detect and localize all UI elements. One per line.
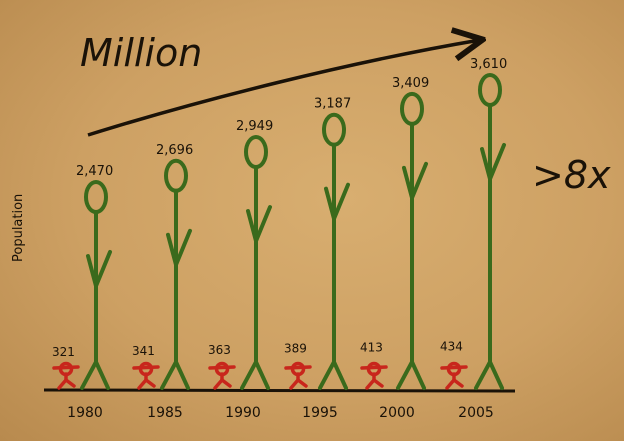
green-figure-legs — [318, 360, 348, 390]
green-figure-legs — [80, 360, 110, 390]
red-figure-legs — [213, 378, 232, 390]
red-figure-legs — [365, 378, 384, 390]
red-value-label: 413 — [360, 340, 383, 354]
green-figure-arms — [324, 182, 350, 221]
green-figure-head — [322, 112, 346, 147]
green-value-label: 2,949 — [236, 119, 273, 134]
red-figure-legs — [289, 378, 308, 390]
green-figure-head — [244, 135, 268, 170]
green-figure-arms — [86, 250, 112, 288]
red-value-label: 389 — [284, 342, 307, 356]
red-figure-arms — [440, 365, 468, 370]
green-figure-legs — [396, 360, 426, 390]
red-value-label: 321 — [52, 345, 75, 359]
green-value-label: 3,187 — [314, 97, 351, 112]
x-tick-label: 1980 — [67, 405, 103, 421]
y-axis-label: Population — [11, 194, 26, 262]
green-figure-arms — [166, 228, 192, 267]
green-value-label: 2,470 — [76, 164, 113, 179]
red-figure-arms — [52, 365, 80, 370]
red-value-label: 434 — [440, 339, 463, 353]
green-figure-arms — [402, 161, 428, 200]
growth-annotation: >8x — [532, 153, 611, 197]
x-tick-label: 1985 — [147, 405, 183, 421]
green-value-label: 3,409 — [392, 76, 429, 91]
green-figure-arms — [480, 143, 506, 181]
green-value-label: 3,610 — [470, 57, 507, 72]
red-figure-legs — [445, 378, 464, 390]
red-figure-arms — [284, 365, 312, 370]
trend-arrow — [87, 40, 480, 137]
green-figure-arms — [246, 205, 272, 244]
red-figure-arms — [132, 365, 160, 370]
chart-title: Million — [80, 31, 202, 75]
red-figure-legs — [137, 378, 156, 390]
red-figure-arms — [360, 365, 388, 370]
green-figure-legs — [160, 360, 190, 390]
x-axis-baseline — [43, 388, 516, 393]
green-figure-legs — [240, 360, 270, 390]
green-figure-head — [84, 180, 108, 214]
green-figure-legs — [474, 360, 504, 390]
green-figure-head — [400, 91, 424, 126]
red-figure-legs — [57, 378, 76, 390]
x-tick-label: 1990 — [225, 405, 261, 421]
green-figure-head — [478, 73, 502, 107]
red-value-label: 363 — [208, 343, 231, 357]
green-value-label: 2,696 — [156, 143, 193, 158]
red-figure-arms — [208, 365, 236, 370]
x-tick-label: 2005 — [458, 405, 494, 421]
x-tick-label: 1995 — [302, 405, 338, 421]
green-figure-head — [164, 158, 188, 193]
x-tick-label: 2000 — [379, 405, 415, 421]
red-value-label: 341 — [132, 344, 155, 358]
